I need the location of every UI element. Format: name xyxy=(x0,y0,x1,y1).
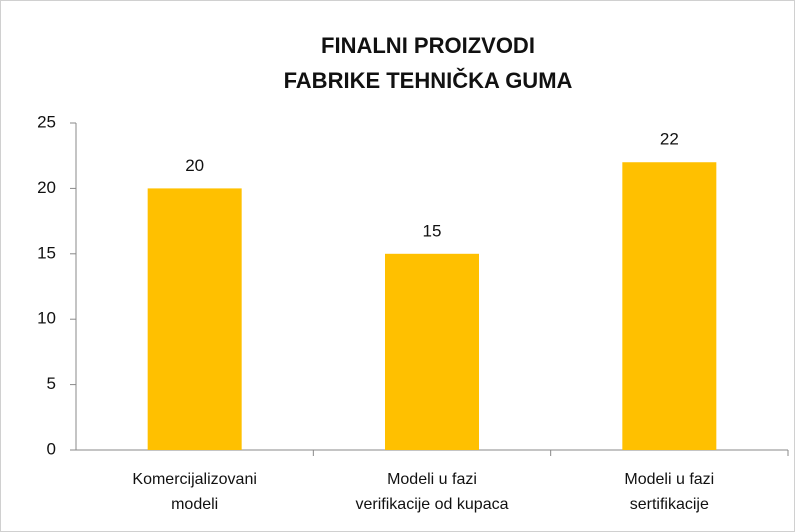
x-tick-label: Komercijalizovani xyxy=(132,471,257,488)
y-tick-label: 5 xyxy=(47,374,56,393)
y-tick-label: 10 xyxy=(37,309,56,328)
x-tick-label: verifikacije od kupaca xyxy=(356,496,509,513)
value-label: 15 xyxy=(423,221,442,240)
chart-title: FINALNI PROIZVODI xyxy=(321,33,535,58)
chart-title: FABRIKE TEHNIČKA GUMA xyxy=(284,68,573,93)
x-tick-label: Modeli u fazi xyxy=(387,471,477,488)
y-tick-label: 20 xyxy=(37,178,56,197)
x-tick-label: modeli xyxy=(171,496,218,513)
bar xyxy=(385,253,479,450)
value-label: 22 xyxy=(660,130,679,149)
x-tick-label: sertifikacije xyxy=(630,496,709,513)
x-tick-label: Modeli u fazi xyxy=(624,471,714,488)
bar xyxy=(147,188,242,450)
y-tick-label: 0 xyxy=(47,439,56,458)
bar xyxy=(622,162,717,451)
y-tick-label: 25 xyxy=(37,112,56,131)
y-tick-label: 15 xyxy=(37,243,56,262)
value-label: 20 xyxy=(185,156,204,175)
